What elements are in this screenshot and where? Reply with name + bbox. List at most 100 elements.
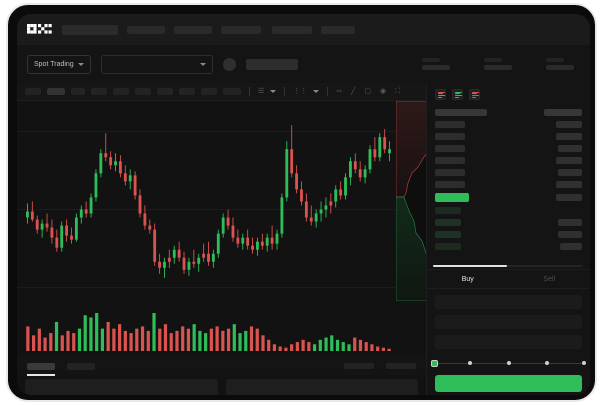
interval-button-10[interactable]: [223, 88, 241, 95]
interval-button-9[interactable]: [201, 88, 217, 95]
volume-series: [26, 313, 391, 351]
tab-buy-label: Buy: [461, 275, 474, 283]
tab-sell[interactable]: Sell: [509, 270, 591, 288]
place-buy-order-button[interactable]: [435, 375, 582, 392]
chart-toolbar: ☰ ⋮⋮ ∾ ╱ ▢ ◉ ⛶: [17, 83, 426, 101]
orderbook-col-amount: [544, 108, 582, 116]
ask-amount: [556, 132, 582, 140]
chevron-down-icon: [199, 62, 206, 66]
interval-button-3[interactable]: [71, 88, 85, 95]
nav-item-2[interactable]: [174, 25, 212, 34]
bottom-panel-right[interactable]: [225, 379, 418, 395]
bottom-action-1[interactable]: [344, 363, 374, 369]
orderbook-ask-row[interactable]: [435, 154, 582, 166]
chart-gridline: [17, 209, 426, 210]
camera-icon[interactable]: ▢: [364, 88, 371, 95]
stat-block-3: [546, 58, 574, 70]
orderbook-ask-row[interactable]: [435, 118, 582, 130]
bottom-panel-left[interactable]: [25, 379, 218, 395]
bottom-action-2[interactable]: [386, 363, 416, 369]
orderbook-bids-icon[interactable]: [452, 89, 463, 100]
line-tool-icon[interactable]: ∾: [336, 88, 343, 95]
chevron-down-icon[interactable]: [270, 90, 277, 93]
orderbook-bid-row[interactable]: [435, 228, 582, 240]
orderbook-ask-row[interactable]: [435, 130, 582, 142]
market-type-selector[interactable]: Spot Trading: [27, 54, 91, 74]
order-total-field[interactable]: [435, 335, 582, 349]
bid-amount: [558, 230, 582, 238]
interval-button-4[interactable]: [91, 88, 107, 95]
stat-label: [484, 58, 502, 62]
price-chart[interactable]: [17, 101, 426, 357]
indicators-icon[interactable]: ☰: [258, 88, 265, 95]
market-subheader: Spot Trading: [17, 45, 590, 83]
orderbook-bid-row[interactable]: [435, 240, 582, 252]
nav-item-1[interactable]: [127, 25, 165, 34]
app-screen: Spot Trading: [17, 14, 590, 395]
orderbook-list[interactable]: [427, 104, 590, 269]
settings-icon[interactable]: ◉: [380, 88, 387, 95]
chart-gridline: [17, 131, 426, 132]
interval-button-7[interactable]: [157, 88, 173, 95]
orderbook-scrollbar-track: [433, 265, 583, 267]
interval-button-1[interactable]: [25, 88, 41, 95]
slider-stop-100[interactable]: [582, 360, 587, 365]
interval-button-5[interactable]: [113, 88, 129, 95]
bottom-tab-history[interactable]: [67, 362, 95, 370]
market-type-label: Spot Trading: [34, 60, 74, 68]
stat-label: [422, 58, 440, 62]
tab-buy[interactable]: Buy: [427, 270, 509, 288]
nav-item-3[interactable]: [221, 25, 261, 34]
last-price-amount: [556, 193, 582, 201]
order-price-field[interactable]: [435, 295, 582, 309]
tab-sell-label: Sell: [543, 275, 556, 283]
stat-value: [484, 65, 512, 70]
okx-logo-icon[interactable]: [27, 23, 53, 36]
slider-stop-25[interactable]: [467, 360, 472, 365]
interval-button-2[interactable]: [47, 88, 65, 95]
orderbook-ask-row[interactable]: [435, 142, 582, 154]
ask-price: [435, 168, 465, 176]
orderbook-ask-row[interactable]: [435, 178, 582, 190]
slider-stop-0[interactable]: [431, 359, 438, 367]
top-navigation-bar: [17, 14, 590, 45]
last-price-highlight: [435, 192, 469, 202]
orderbook-scrollbar-thumb[interactable]: [433, 265, 507, 267]
orderbook-header-row: [435, 106, 582, 118]
ask-amount: [558, 144, 582, 152]
chevron-down-icon[interactable]: [313, 90, 320, 93]
ask-amount: [556, 180, 582, 188]
chevron-down-icon: [77, 62, 84, 66]
order-form: [427, 289, 590, 355]
orderbook-both-icon[interactable]: [435, 89, 446, 100]
nav-item-5[interactable]: [321, 25, 355, 34]
candlestick-series: [26, 125, 391, 278]
interval-button-6[interactable]: [135, 88, 151, 95]
bottom-panel-row: [17, 375, 426, 395]
nav-item-4[interactable]: [272, 25, 312, 34]
fullscreen-icon[interactable]: ⛶: [395, 88, 401, 95]
order-amount-field[interactable]: [435, 315, 582, 329]
bottom-tab-open-orders[interactable]: [27, 362, 55, 376]
orderbook-asks-icon[interactable]: [469, 89, 480, 100]
ask-amount: [556, 156, 582, 164]
ask-price: [435, 156, 465, 164]
compare-icon[interactable]: ⋮⋮: [293, 88, 308, 95]
slider-stop-75[interactable]: [545, 360, 550, 365]
trading-pair-selector[interactable]: [100, 54, 213, 74]
interval-button-8[interactable]: [179, 88, 195, 95]
nav-search-box[interactable]: [62, 24, 118, 35]
order-percent-slider[interactable]: [431, 359, 587, 369]
coin-avatar: [222, 57, 236, 71]
toolbar-divider: [284, 87, 286, 96]
orderbook-last-price-row: [435, 190, 582, 204]
device-frame: Spot Trading: [6, 3, 597, 402]
orderbook-ask-row[interactable]: [435, 166, 582, 178]
buy-sell-tab-bar: Buy Sell: [427, 269, 590, 289]
slider-stop-50[interactable]: [506, 360, 511, 365]
ask-amount: [556, 120, 582, 128]
ask-price: [435, 120, 465, 128]
ruler-icon[interactable]: ╱: [351, 88, 356, 95]
orderbook-bid-row[interactable]: [435, 216, 582, 228]
orderbook-bid-row[interactable]: [435, 204, 582, 216]
